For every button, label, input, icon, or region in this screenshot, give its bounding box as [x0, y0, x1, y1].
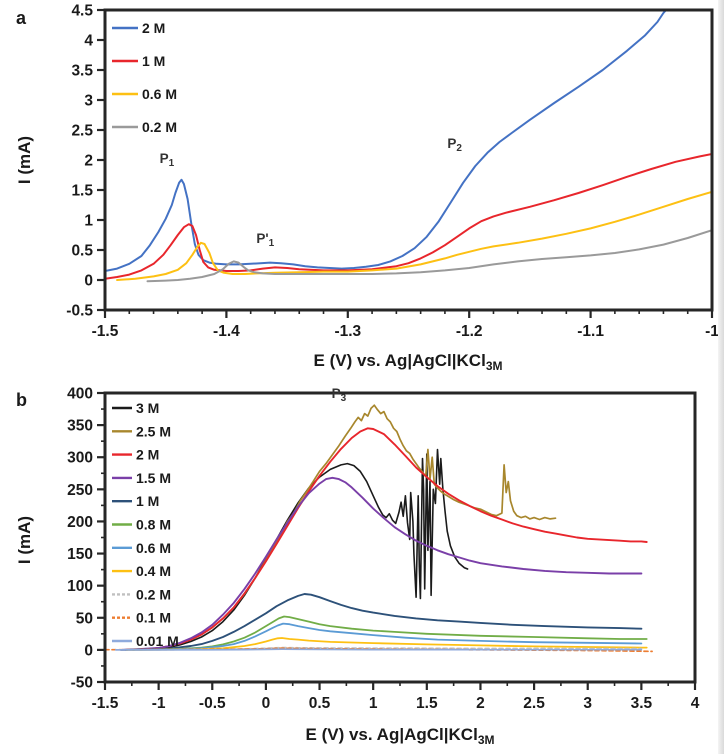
- panel-b: b -1.5 -1 -0.5 0 0.5 1 1.5 2 2.5 3 3.5 4 -50 0 50 100 15…: [0, 378, 724, 754]
- legend-label-0.8-M: 0.8 M: [136, 517, 171, 533]
- legend-label-0.2-M: 0.2 M: [136, 586, 171, 602]
- series-line-1-M: [120, 593, 643, 651]
- chart-b-group: -1.5 -1 -0.5 0 0.5 1 1.5 2 2.5 3 3.5 4 -50 0 50 100 150 2…: [15, 386, 700, 748]
- legend-label-0.1-M: 0.1 M: [136, 610, 171, 626]
- legend-label-0.2-M: 0.2 M: [142, 119, 177, 135]
- annotation-P1: P'1: [256, 231, 274, 249]
- y-tick-label: 4: [84, 33, 93, 50]
- series-line-2-M: [125, 427, 648, 651]
- chart-a: a -1.5 -1.4 -1.3 -1.2 -1.1 -1 -0.5 0 0.5 1 1.5 2 2.5…: [15, 3, 719, 374]
- panel-a: a -1.5 -1.4 -1.3 -1.2 -1.1 -1 -0.5 0 0.5 1 1.5 2 2.5…: [15, 3, 719, 374]
- panel-label-a: a: [16, 8, 27, 28]
- legend-label-1-M: 1 M: [142, 53, 165, 69]
- x-tick-label: 0.5: [309, 695, 331, 712]
- series-line-2.5-M: [125, 404, 557, 651]
- x-tick-label: -1.2: [456, 323, 483, 340]
- x-tick-label: 3: [583, 695, 592, 712]
- y-tick-label: 1: [84, 213, 93, 230]
- legend-label-2.5-M: 2.5 M: [136, 423, 171, 439]
- y-tick-label: 250: [67, 482, 93, 499]
- chart-a-group: -1.5 -1.4 -1.3 -1.2 -1.1 -1 -0.5 0 0.5 1 1.5 2 2.5 3 3…: [15, 3, 719, 374]
- y-tick-label: 300: [67, 450, 93, 467]
- legend-label-2-M: 2 M: [142, 20, 165, 36]
- x-tick-label: 1.5: [416, 695, 438, 712]
- y-axis-title: I (mA): [15, 516, 34, 564]
- y-tick-label: 3.5: [71, 63, 93, 80]
- x-axis-title: E (V) vs. Ag|AgCl|KCl3M: [314, 351, 503, 373]
- series-line-1.5-M: [120, 476, 643, 651]
- x-tick-label: -1: [705, 323, 719, 340]
- y-tick-label: 0: [84, 642, 93, 659]
- y-tick-label: 0.5: [71, 243, 93, 260]
- x-tick-label: 4: [691, 695, 700, 712]
- x-tick-label: 2.5: [523, 695, 545, 712]
- legend-label-3-M: 3 M: [136, 400, 159, 416]
- y-tick-label: 0: [84, 273, 93, 290]
- legend-label-0.4-M: 0.4 M: [136, 563, 171, 579]
- y-tick-label: 150: [67, 546, 93, 563]
- legend-label-1-M: 1 M: [136, 493, 159, 509]
- annotation-P3: P3: [332, 386, 347, 404]
- y-tick-label: 2: [84, 153, 93, 170]
- plot-frame: [103, 391, 697, 684]
- x-axis-title: E (V) vs. Ag|AgCl|KCl3M: [306, 725, 495, 747]
- annotation-P2: P2: [447, 136, 462, 154]
- series-line-0.6-M: [116, 190, 712, 281]
- x-tick-label: -1.5: [92, 695, 119, 712]
- y-tick-label: 3: [84, 93, 93, 110]
- legend-label-2-M: 2 M: [136, 447, 159, 463]
- y-tick-label: 1.5: [71, 183, 93, 200]
- series-line-1-M: [105, 153, 712, 280]
- series-line-0.6-M: [125, 622, 643, 651]
- annotation-P1: P1: [160, 151, 175, 169]
- series-line-3-M: [120, 448, 469, 651]
- legend-label-0.01-M: 0.01 M: [136, 633, 179, 649]
- plot-frame: [103, 8, 714, 312]
- x-tick-label: -1.1: [577, 323, 604, 340]
- y-tick-label: 50: [76, 610, 93, 627]
- x-tick-label: -1: [152, 695, 166, 712]
- y-tick-label: 200: [67, 514, 93, 531]
- x-tick-label: -1.3: [334, 323, 361, 340]
- x-tick-label: 0: [262, 695, 271, 712]
- series-line-0.8-M: [125, 615, 648, 651]
- series-line-0.01-M: [114, 648, 643, 651]
- panel-label-b: b: [16, 390, 27, 410]
- series-line-0.2-M: [146, 229, 712, 283]
- y-tick-label: -50: [71, 675, 93, 692]
- x-tick-label: 3.5: [631, 695, 653, 712]
- legend-label-0.6-M: 0.6 M: [136, 540, 171, 556]
- legend-label-1.5-M: 1.5 M: [136, 470, 171, 486]
- y-axis-title: I (mA): [15, 136, 34, 184]
- chart-b: b -1.5 -1 -0.5 0 0.5 1 1.5 2 2.5 3 3.5 4 -50 0 50 100 15…: [15, 386, 700, 748]
- y-tick-label: 4.5: [71, 3, 93, 20]
- x-tick-label: 1: [369, 695, 378, 712]
- x-tick-label: -0.5: [199, 695, 226, 712]
- x-tick-label: -1.4: [213, 323, 240, 340]
- page-edge-shadow: [718, 0, 724, 754]
- x-tick-label: -1.5: [92, 323, 119, 340]
- series-line-2-M: [105, 8, 669, 272]
- series-line-0.4-M: [125, 637, 648, 651]
- legend-label-0.6-M: 0.6 M: [142, 86, 177, 102]
- y-tick-label: 400: [67, 386, 93, 403]
- x-tick-label: 2: [476, 695, 485, 712]
- y-tick-label: 100: [67, 578, 93, 595]
- y-tick-label: 2.5: [71, 123, 93, 140]
- y-tick-label: 350: [67, 418, 93, 435]
- y-tick-label: -0.5: [66, 303, 93, 320]
